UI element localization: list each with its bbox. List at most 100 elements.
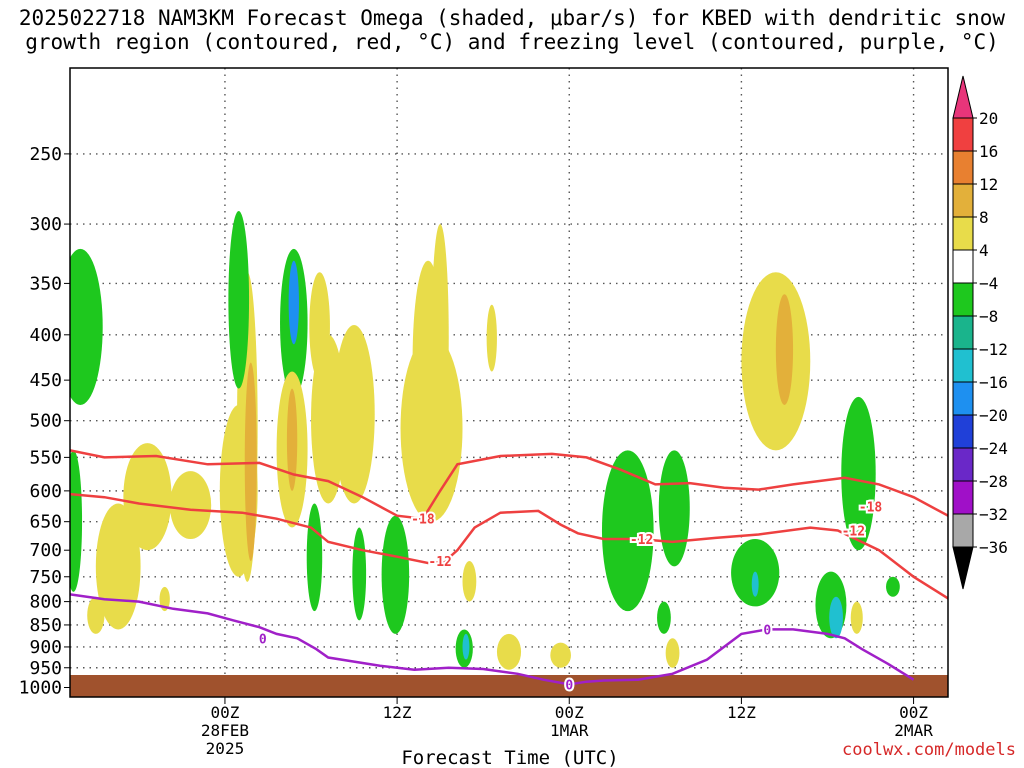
colorbar-swatch	[952, 315, 974, 350]
colorbar-swatch	[952, 447, 974, 482]
colorbar-swatch	[952, 183, 974, 218]
y-tick-label: 700	[29, 540, 62, 561]
omega-shaded-area	[550, 642, 571, 668]
colorbar-swatch	[952, 381, 974, 416]
contour-minus-12	[70, 492, 948, 600]
omega-shaded-area	[829, 596, 843, 639]
x-tick-label: 28FEB	[201, 721, 249, 740]
credit-text: coolwx.com/models	[842, 740, 1016, 760]
contour-label: -12	[630, 533, 653, 548]
omega-shaded-area	[665, 638, 680, 668]
contour-label: -12	[428, 555, 451, 570]
y-tick-label: 900	[29, 637, 62, 658]
y-tick-label: 500	[29, 411, 62, 432]
omega-shaded-area	[87, 596, 105, 634]
omega-shaded-area	[462, 561, 477, 602]
omega-shaded-area	[486, 304, 497, 372]
omega-shading	[70, 211, 900, 670]
terrain-band	[70, 675, 948, 697]
omega-shaded-area	[286, 388, 298, 491]
y-tick-label: 250	[29, 144, 62, 165]
colorbar-swatch	[952, 414, 974, 449]
colorbar-label: 12	[979, 175, 998, 194]
omega-shaded-area	[70, 248, 103, 405]
colorbar-swatch	[952, 216, 974, 251]
x-tick-label: 2MAR	[894, 721, 933, 740]
omega-shaded-area	[228, 211, 250, 389]
omega-shaded-area	[333, 325, 375, 504]
colorbar-label: 16	[979, 142, 998, 161]
omega-shaded-area	[288, 260, 299, 345]
x-tick-label: 00Z	[899, 703, 928, 722]
colorbar-swatch	[952, 117, 974, 152]
y-tick-label: 350	[29, 273, 62, 294]
omega-shaded-area	[775, 294, 794, 405]
colorbar-label: −20	[979, 406, 1008, 425]
y-tick-label: 850	[29, 615, 62, 636]
omega-shaded-area	[123, 443, 172, 551]
y-tick-label: 450	[29, 370, 62, 391]
colorbar: 20 16 12 8 4 −4 −8 −12 −16 −20 −24 −28 −32 −36	[952, 75, 1008, 590]
omega-shaded-area	[352, 527, 367, 621]
y-tick-label: 1000	[19, 677, 62, 698]
chart-title-line-1: 2025022718 NAM3KM Forecast Omega (shaded…	[18, 6, 1006, 30]
y-tick-label: 800	[29, 592, 62, 613]
omega-shaded-area	[841, 396, 876, 551]
colorbar-swatch	[952, 513, 974, 548]
contour-label: 0	[259, 632, 267, 647]
contour-0	[70, 593, 915, 686]
colorbar-swatch	[952, 249, 974, 284]
colorbar-swatch	[952, 480, 974, 515]
y-tick-label: 550	[29, 447, 62, 468]
colorbar-label: 20	[979, 109, 998, 128]
colorbar-label: −12	[979, 340, 1008, 359]
plot-frame	[69, 67, 949, 698]
omega-shaded-area	[244, 362, 257, 562]
colorbar-label: −24	[979, 439, 1008, 458]
omega-shaded-area	[751, 571, 759, 597]
x-axis-label: Forecast Time (UTC)	[401, 747, 618, 768]
temperature-contours: -18 -18 -12 -12 -12 0 0 0	[70, 449, 948, 695]
chart-title: 2025022718 NAM3KM Forecast Omega (shaded…	[0, 6, 1024, 54]
colorbar-label: 8	[979, 208, 989, 227]
y-tick-label: 600	[29, 481, 62, 502]
omega-shaded-area	[159, 586, 170, 612]
omega-shaded-area	[431, 224, 449, 451]
colorbar-swatch	[952, 348, 974, 383]
x-tick-label: 00Z	[210, 703, 239, 722]
x-tick-label: 1MAR	[550, 721, 589, 740]
colorbar-bottom-arrow	[952, 546, 974, 590]
y-tick-label: 300	[29, 214, 62, 235]
omega-shaded-area	[70, 450, 83, 592]
chart-title-line-2: growth region (contoured, red, °C) and f…	[25, 30, 999, 54]
omega-shaded-area	[306, 503, 323, 612]
colorbar-label: −8	[979, 307, 998, 326]
omega-shaded-area	[741, 272, 811, 451]
colorbar-label: 4	[979, 241, 989, 260]
x-tick-label: 12Z	[727, 703, 756, 722]
y-tick-label: 950	[29, 658, 62, 679]
colorbar-label: −36	[979, 538, 1008, 557]
colorbar-label: −16	[979, 373, 1008, 392]
colorbar-swatch	[952, 150, 974, 185]
contour-label: 0	[565, 678, 573, 693]
omega-shaded-area	[850, 601, 863, 634]
omega-shaded-area	[169, 471, 212, 540]
colorbar-label: −4	[979, 274, 998, 293]
colorbar-label: −28	[979, 472, 1008, 491]
omega-shaded-area	[601, 450, 654, 612]
gridlines	[70, 68, 948, 697]
pressure-axis: 2503003504004505005506006507007508008509…	[19, 144, 70, 698]
colorbar-swatch	[952, 282, 974, 317]
y-tick-label: 750	[29, 567, 62, 588]
y-tick-label: 400	[29, 325, 62, 346]
omega-shaded-area	[886, 576, 900, 597]
omega-shaded-area	[381, 515, 410, 634]
y-tick-label: 650	[29, 512, 62, 533]
omega-shaded-area	[462, 633, 470, 660]
contour-label: -18	[411, 513, 435, 528]
x-tick-label: 12Z	[383, 703, 412, 722]
x-tick-label: 2025	[206, 739, 245, 758]
contour-minus-18	[70, 449, 948, 521]
omega-shaded-area	[658, 450, 690, 567]
